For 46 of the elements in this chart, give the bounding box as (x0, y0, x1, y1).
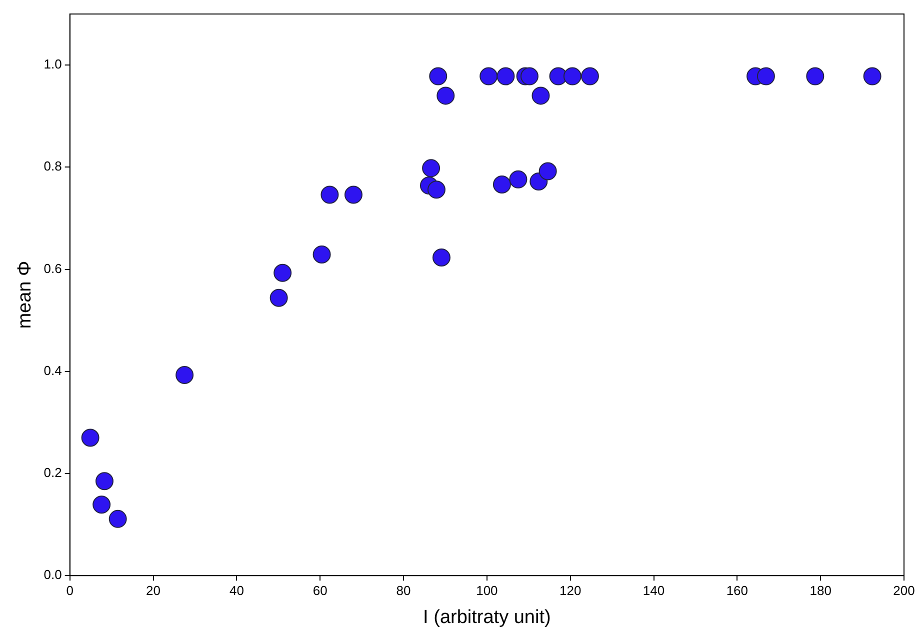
point (92, 496, 111, 514)
x-tick-label: 120 (559, 582, 582, 598)
y-tick-label: 0.6 (44, 260, 62, 276)
x-tick-label: 60 (312, 582, 328, 598)
x-tick-label: 140 (642, 582, 665, 598)
point (436, 86, 455, 105)
point (422, 159, 440, 178)
point (538, 162, 557, 180)
point (81, 428, 100, 447)
point (427, 180, 446, 199)
point (863, 67, 882, 86)
y-tick-label: 1.0 (44, 56, 62, 72)
x-tick-label: 200 (893, 582, 915, 598)
point (492, 176, 511, 194)
x-tick-label: 160 (726, 582, 748, 598)
point (429, 67, 448, 86)
point (509, 170, 528, 188)
y-tick-label: 0.8 (44, 158, 62, 174)
y-tick-label: 0.0 (44, 567, 62, 582)
x-tick-label: 80 (396, 582, 411, 598)
x-tick-label: 100 (476, 582, 498, 598)
x-tick-label: 40 (229, 582, 244, 598)
point (806, 67, 824, 86)
point (432, 248, 450, 267)
point (480, 67, 498, 86)
point (563, 67, 582, 86)
point (270, 288, 288, 307)
y-axis-title: mean Φ (14, 260, 36, 329)
point (580, 67, 599, 86)
point (344, 186, 362, 204)
point (520, 67, 538, 86)
point (274, 264, 292, 282)
point (95, 472, 114, 490)
point (532, 86, 550, 105)
point (756, 67, 775, 86)
point (312, 245, 331, 264)
point (176, 366, 194, 384)
y-tick-label: 0.2 (44, 465, 62, 480)
point (108, 510, 127, 528)
x-tick-label: 180 (810, 582, 832, 598)
point (320, 186, 339, 204)
y-tick-label: 0.4 (44, 362, 62, 378)
point (496, 67, 515, 86)
x-tick-label: 0 (66, 582, 74, 598)
x-axis-title: I (arbitraty unit) (423, 606, 551, 628)
x-tick-label: 20 (146, 582, 161, 598)
